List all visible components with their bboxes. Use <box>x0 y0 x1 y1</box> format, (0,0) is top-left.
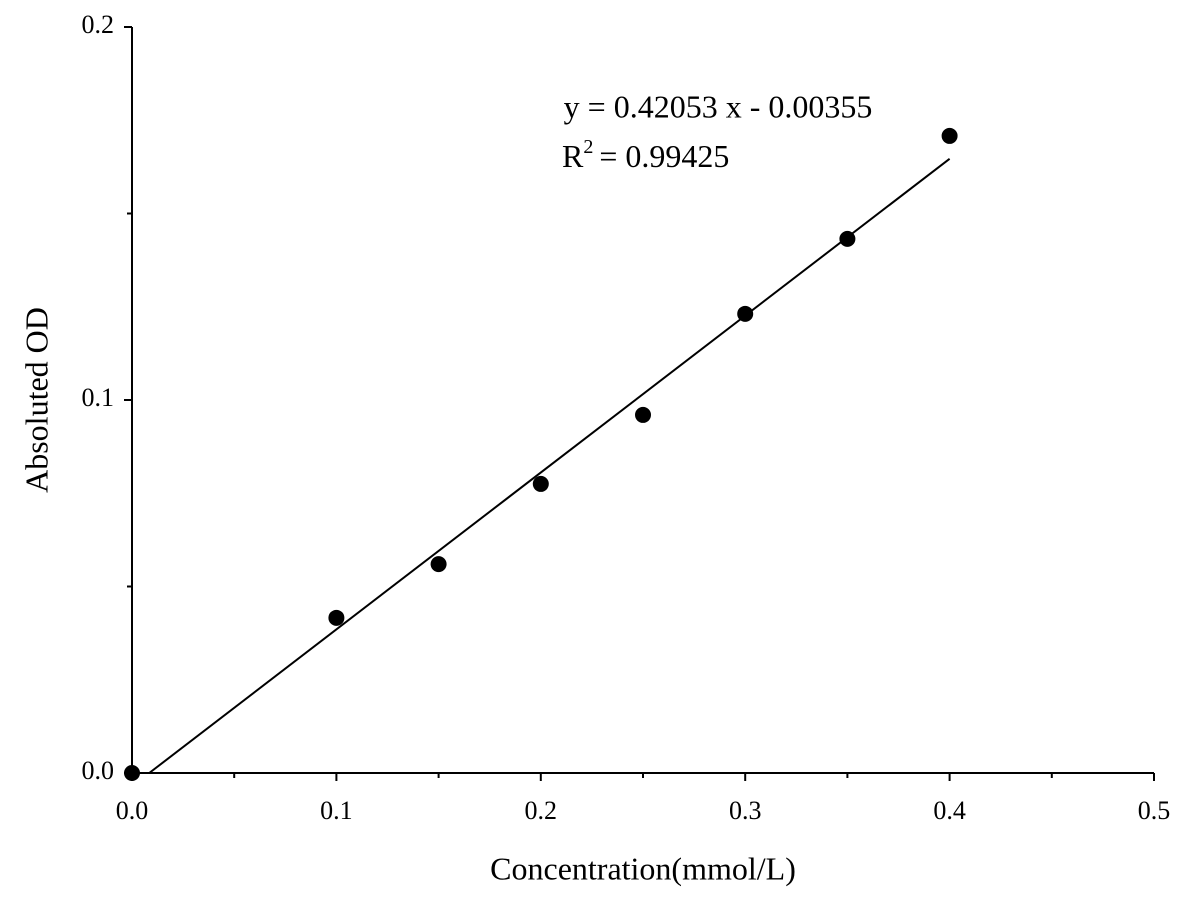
x-tick-label: 0.3 <box>729 796 762 825</box>
data-point <box>839 230 856 247</box>
fit-line <box>148 158 951 774</box>
x-tick-label: 0.5 <box>1138 796 1171 825</box>
data-point <box>328 609 345 626</box>
y-axis-title: Absoluted OD <box>18 307 54 493</box>
r2-text: = 0.99425 <box>599 138 729 174</box>
data-point <box>635 406 651 423</box>
data-point <box>737 305 754 322</box>
data-point <box>532 475 549 492</box>
y-tick-label: 0.0 <box>82 756 115 785</box>
y-tick-label: 0.2 <box>82 10 115 39</box>
x-tick-label: 0.0 <box>116 796 149 825</box>
fit-equation: y = 0.42053 x - 0.00355 <box>564 88 873 124</box>
data-point <box>941 127 958 144</box>
x-tick-label: 0.1 <box>320 796 353 825</box>
r2-exponent: 2 <box>583 136 593 158</box>
x-axis-title: Concentration(mmol/L) <box>490 850 796 886</box>
x-tick-label: 0.4 <box>933 796 966 825</box>
r2-symbol: R <box>562 138 584 174</box>
r-squared: R2 = 0.99425 <box>562 136 729 175</box>
x-tick-label: 0.2 <box>525 796 558 825</box>
data-point <box>430 556 447 573</box>
data-point <box>124 765 140 781</box>
y-tick-label: 0.1 <box>82 383 115 412</box>
